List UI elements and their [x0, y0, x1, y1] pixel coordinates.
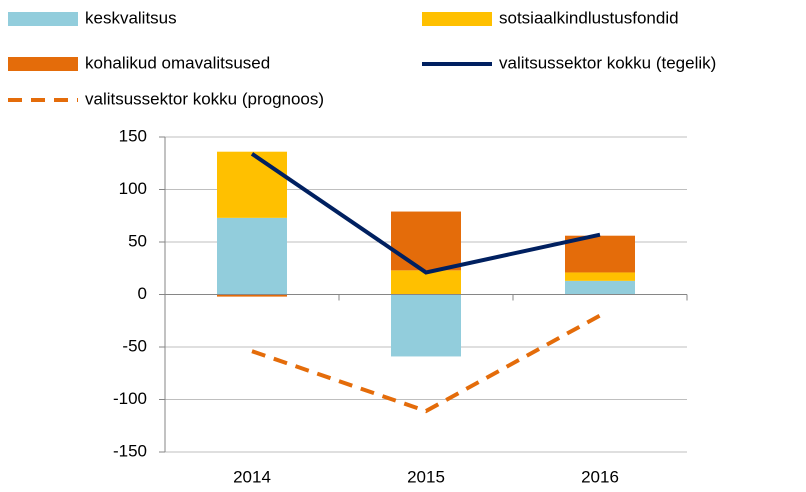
- bar: [217, 294, 287, 297]
- x-tick-label: 2016: [581, 467, 619, 486]
- bar: [391, 211, 461, 271]
- bar: [565, 272, 635, 281]
- bar: [565, 280, 635, 295]
- line: [250, 152, 601, 275]
- y-tick-label: 150: [119, 126, 147, 145]
- bar: [565, 235, 635, 273]
- x-tick-label: 2015: [407, 467, 445, 486]
- x-tick-label: 2014: [233, 467, 271, 486]
- legend-label: sotsiaalkindlustusfondid: [499, 8, 679, 27]
- legend-swatch: [422, 12, 492, 26]
- y-tick-label: 100: [119, 179, 147, 198]
- bar: [391, 294, 461, 357]
- legend-label: valitsussektor kokku (tegelik): [499, 53, 716, 72]
- bar: [217, 151, 287, 218]
- y-tick-label: -150: [113, 441, 147, 460]
- y-tick-label: -100: [113, 389, 147, 408]
- y-tick-label: -50: [122, 336, 147, 355]
- legend-swatch: [8, 57, 78, 71]
- bar: [217, 217, 287, 295]
- legend-swatch: [8, 12, 78, 26]
- legend-label: keskvalitsus: [85, 8, 177, 27]
- line: [251, 313, 601, 414]
- legend-label: valitsussektor kokku (prognoos): [85, 89, 324, 108]
- y-tick-label: 0: [138, 284, 147, 303]
- legend-label: kohalikud omavalitsused: [85, 53, 270, 72]
- y-tick-label: 50: [128, 231, 147, 250]
